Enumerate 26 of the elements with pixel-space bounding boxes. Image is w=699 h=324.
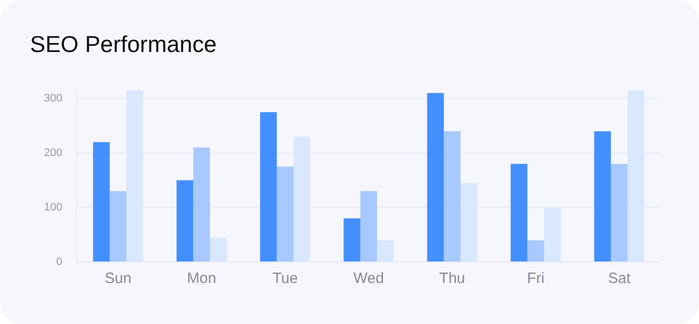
x-tick-label: Sun bbox=[104, 270, 132, 288]
y-tick-label: 200 bbox=[44, 147, 62, 160]
bar bbox=[360, 191, 378, 262]
x-tick-label: Tue bbox=[272, 270, 298, 288]
bar bbox=[176, 180, 194, 262]
x-tick-label: Sat bbox=[608, 270, 632, 288]
bar bbox=[527, 240, 544, 262]
bar bbox=[260, 112, 277, 262]
bar bbox=[193, 148, 210, 262]
chart-title: SEO Performance bbox=[30, 31, 217, 58]
x-tick-label: Mon bbox=[187, 270, 216, 288]
y-tick-label: 0 bbox=[56, 256, 62, 268]
bar bbox=[427, 93, 444, 262]
bar bbox=[110, 191, 126, 262]
x-tick-label: Thu bbox=[439, 270, 466, 288]
bar bbox=[594, 131, 611, 262]
y-tick-label: 300 bbox=[44, 92, 62, 105]
y-tick-label: 100 bbox=[44, 202, 62, 214]
bar bbox=[276, 166, 294, 262]
bar bbox=[610, 164, 628, 262]
bar bbox=[444, 131, 461, 262]
bar bbox=[93, 142, 110, 262]
bar bbox=[344, 218, 360, 262]
x-tick-label: Fri bbox=[526, 270, 544, 288]
bar bbox=[510, 164, 528, 262]
x-tick-label: Wed bbox=[353, 270, 384, 288]
